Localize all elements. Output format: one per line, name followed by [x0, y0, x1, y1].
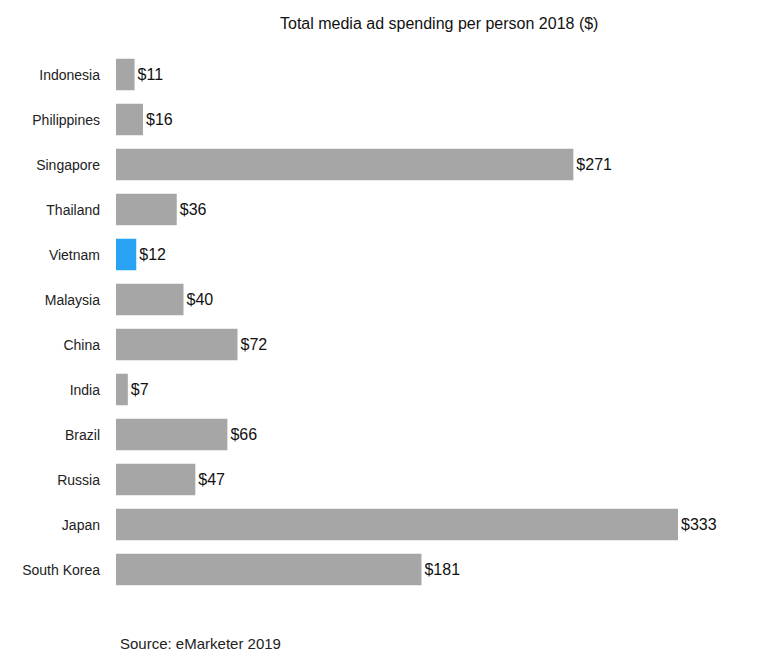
svg-text:$333: $333: [681, 516, 717, 533]
svg-text:$11: $11: [138, 66, 164, 83]
svg-text:$7: $7: [131, 381, 149, 398]
svg-text:Vietnam: Vietnam: [49, 247, 100, 263]
svg-text:$12: $12: [139, 246, 166, 263]
svg-text:China: China: [63, 337, 100, 353]
svg-text:India: India: [70, 382, 101, 398]
svg-text:$16: $16: [146, 111, 173, 128]
svg-text:South Korea: South Korea: [22, 562, 100, 578]
svg-text:$72: $72: [241, 336, 268, 353]
svg-text:Russia: Russia: [57, 472, 100, 488]
svg-text:Philippines: Philippines: [32, 112, 100, 128]
svg-text:Japan: Japan: [62, 517, 100, 533]
svg-text:Thailand: Thailand: [46, 202, 100, 218]
svg-text:$271: $271: [576, 156, 612, 173]
svg-text:Indonesia: Indonesia: [39, 67, 100, 83]
svg-text:$40: $40: [187, 291, 214, 308]
svg-text:Total media ad spending per pe: Total media ad spending per person 2018 …: [280, 15, 598, 32]
svg-text:$36: $36: [180, 201, 207, 218]
svg-text:Brazil: Brazil: [65, 427, 100, 443]
svg-text:$66: $66: [230, 426, 257, 443]
svg-text:Singapore: Singapore: [36, 157, 100, 173]
svg-text:$47: $47: [198, 471, 225, 488]
svg-text:Source: eMarketer 2019: Source: eMarketer 2019: [120, 635, 281, 652]
svg-text:$181: $181: [424, 561, 460, 578]
svg-text:Malaysia: Malaysia: [45, 292, 100, 308]
